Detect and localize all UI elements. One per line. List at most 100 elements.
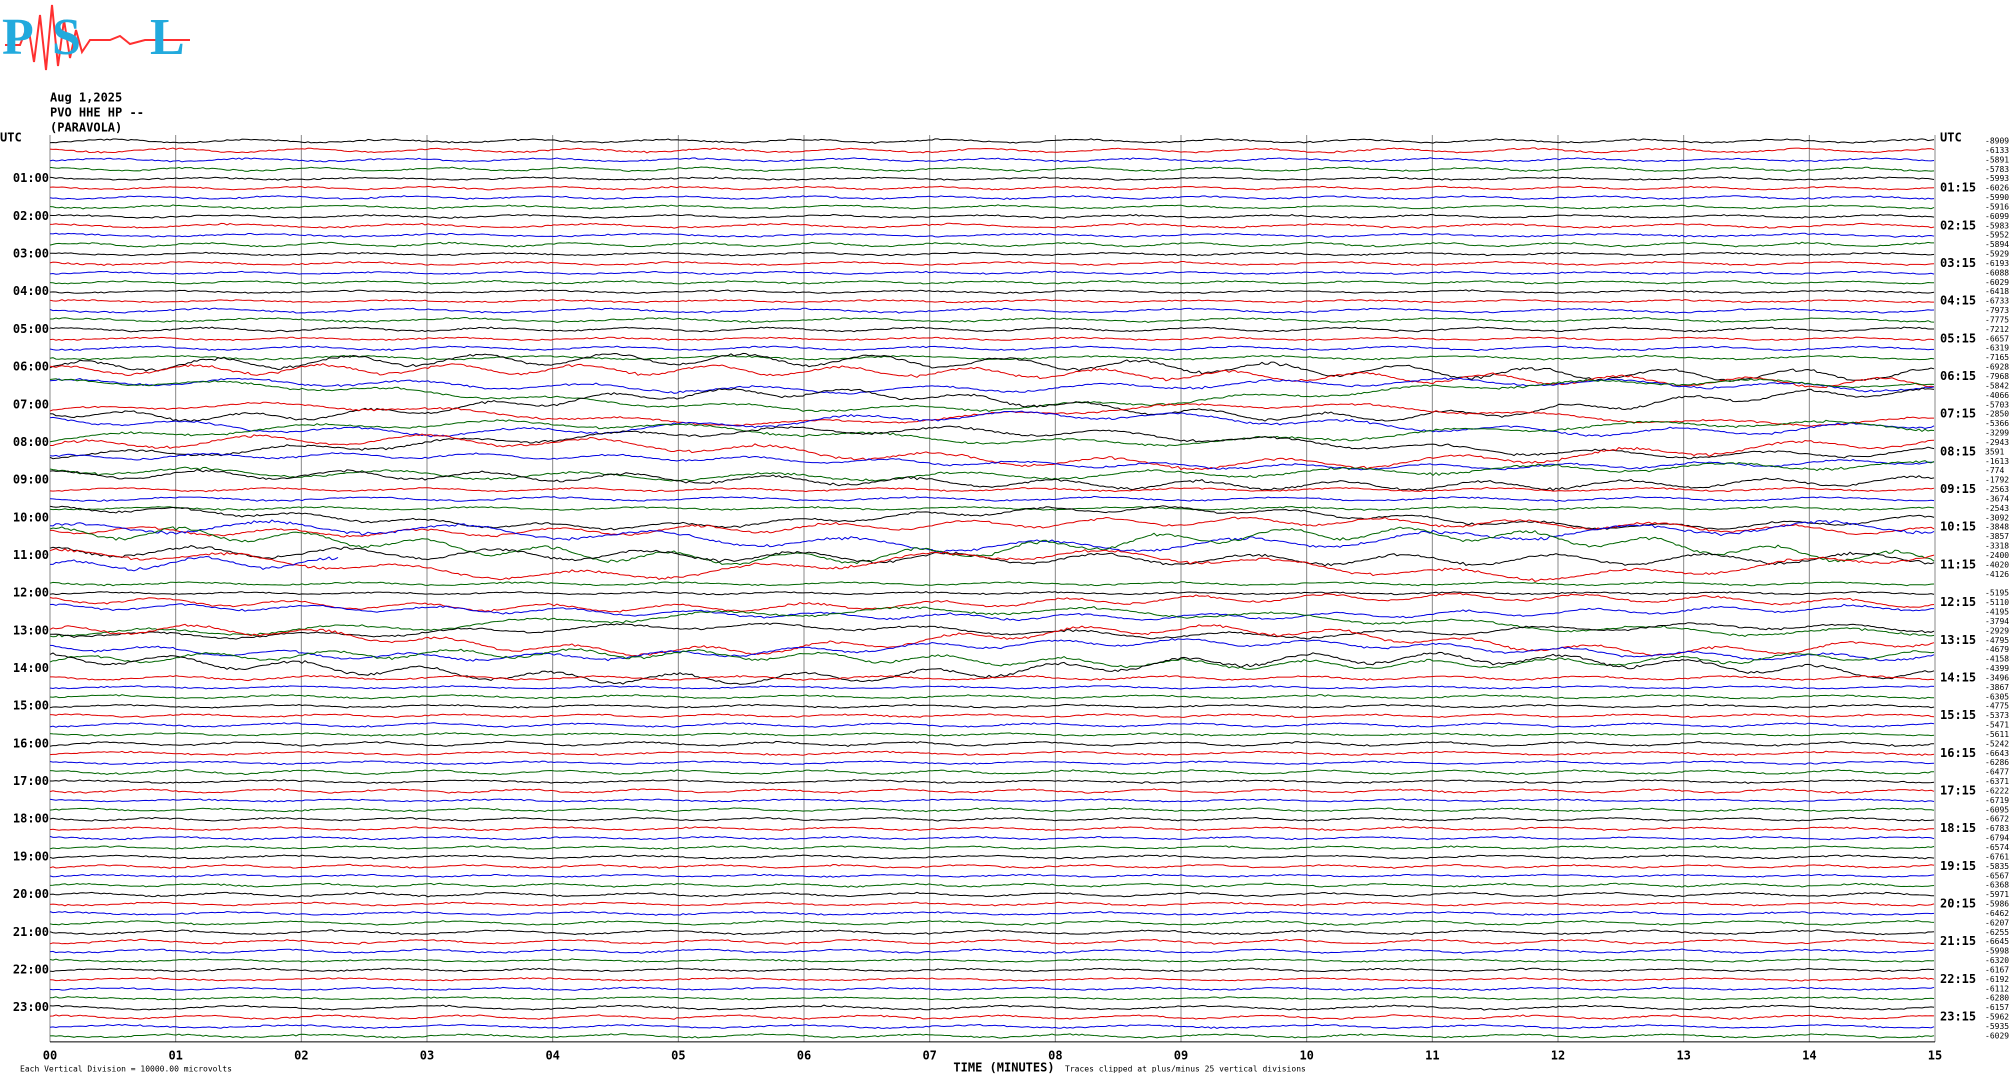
left-time-label: 16:00 (13, 736, 49, 750)
trace (49, 826, 1934, 832)
trace (49, 769, 1935, 776)
trace (50, 622, 1935, 640)
trace (50, 555, 339, 572)
trace-offset: -5835 (1985, 862, 2009, 871)
x-tick-label: 15 (1928, 1048, 1942, 1062)
trace (49, 505, 1935, 531)
trace (49, 845, 1935, 850)
trace (49, 289, 1935, 294)
trace-offset: -6167 (1985, 965, 2009, 974)
trace (49, 938, 1934, 945)
trace (49, 835, 1935, 841)
right-time-label: 02:15 (1940, 218, 1976, 232)
right-time-label: 15:15 (1940, 708, 1976, 722)
trace-offset: -6305 (1985, 692, 2009, 701)
trace-offset: -6643 (1985, 749, 2009, 758)
logo-letter: S (52, 9, 81, 66)
trace-offset: -6574 (1985, 843, 2009, 852)
left-time-label: 05:00 (13, 322, 49, 336)
left-time-label: 08:00 (13, 435, 49, 449)
trace-offset: -3867 (1985, 683, 2009, 692)
trace-offset: -1792 (1985, 476, 2009, 485)
trace-offset: -4020 (1985, 560, 2009, 569)
station: PVO HHE HP -- (50, 106, 144, 120)
trace (49, 270, 1935, 275)
trace-offset: -7968 (1985, 372, 2009, 381)
right-time-label: 13:15 (1940, 633, 1976, 647)
right-time-label: 12:15 (1940, 595, 1976, 609)
left-time-label: 18:00 (13, 812, 49, 826)
trace (49, 1033, 1935, 1039)
trace (49, 929, 1935, 936)
trace-offset: -6418 (1985, 287, 2009, 296)
plot: 00 01 02 03 04 05 06 07 08 09 10 11 12 13 14 15-8909-61… (0, 131, 2009, 1063)
trace-offset: -5986 (1985, 900, 2009, 909)
x-tick-label: 07 (922, 1048, 936, 1062)
right-time-label: 20:15 (1940, 897, 1976, 911)
trace (49, 948, 1935, 955)
x-axis-title: TIME (MINUTES) (953, 1061, 1054, 1075)
trace-offset: -6672 (1985, 815, 2009, 824)
trace-offset: -6029 (1985, 278, 2009, 287)
trace-offset: -2850 (1985, 410, 2009, 419)
left-time-label: 15:00 (13, 699, 49, 713)
clip-note: Traces clipped at plus/minus 25 vertical… (1065, 1065, 1306, 1074)
trace-offset: -5703 (1985, 400, 2009, 409)
trace (49, 638, 1935, 662)
trace-offset: -4126 (1985, 570, 2009, 579)
logo-letter: L (150, 9, 185, 66)
trace-offset: -5894 (1985, 240, 2009, 249)
trace-offset: -6657 (1985, 334, 2009, 343)
x-tick-label: 03 (420, 1048, 434, 1062)
x-tick-label: 09 (1174, 1048, 1188, 1062)
trace (49, 166, 1935, 173)
right-time-label: 18:15 (1940, 821, 1976, 835)
x-tick-label: 00 (43, 1048, 57, 1062)
left-time-label: 20:00 (13, 887, 49, 901)
trace (49, 722, 1935, 729)
trace (50, 779, 1935, 785)
trace (49, 299, 1934, 304)
trace-offset: -2563 (1985, 485, 2009, 494)
trace (49, 1023, 1935, 1030)
trace-offset: -5842 (1985, 381, 2009, 390)
left-time-label: 04:00 (13, 284, 49, 298)
trace (49, 241, 1934, 248)
left-time-label: 23:00 (13, 1000, 49, 1014)
trace (49, 425, 1935, 460)
trace (49, 352, 1935, 382)
trace-offset: -6088 (1985, 268, 2009, 277)
trace-offset: -5916 (1985, 202, 2009, 211)
trace (49, 854, 1935, 860)
x-tick-label: 13 (1676, 1048, 1690, 1062)
trace (49, 581, 1935, 587)
logo: P S L (2, 4, 190, 71)
trace-offset: -4775 (1985, 702, 2009, 711)
trace-offset: -6783 (1985, 824, 2009, 833)
right-time-label: 07:15 (1940, 407, 1976, 421)
trace-offset: 3591 (1985, 447, 2004, 456)
right-time-label: 16:15 (1940, 746, 1976, 760)
trace (49, 147, 1935, 154)
trace (49, 363, 1935, 389)
left-time-label: 19:00 (13, 849, 49, 863)
trace-offset: -6371 (1985, 777, 2009, 786)
trace (49, 1004, 1935, 1011)
trace (49, 685, 1935, 690)
right-time-label: 22:15 (1940, 972, 1976, 986)
right-time-label: UTC (1940, 131, 1962, 145)
trace-offset: -4158 (1985, 655, 2009, 664)
trace (49, 378, 1935, 413)
trace-offset: -5929 (1985, 250, 2009, 259)
trace-offset: -6112 (1985, 984, 2009, 993)
trace-offset: -5783 (1985, 165, 2009, 174)
trace (49, 401, 1934, 427)
left-time-label: 01:00 (13, 171, 49, 185)
trace (49, 519, 1935, 553)
trace (49, 648, 1935, 670)
trace-offset: -4795 (1985, 636, 2009, 645)
date: Aug 1,2025 (50, 91, 122, 105)
x-tick-label: 01 (168, 1048, 182, 1062)
trace (49, 986, 1935, 991)
trace (49, 967, 1935, 973)
